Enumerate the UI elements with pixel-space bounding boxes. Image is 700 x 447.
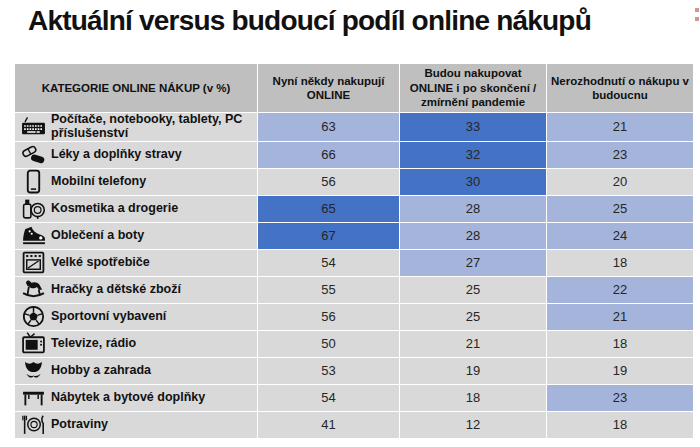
value-cell-undecided: 21: [547, 304, 693, 330]
value-cell-undecided: 24: [547, 223, 693, 249]
category-cell: Mobilní telefony: [15, 169, 257, 195]
value-cell-future: 28: [400, 223, 546, 249]
table-row: Velké spotřebiče 54 27 18: [15, 250, 693, 276]
table-row: Potraviny 41 12 18: [15, 412, 693, 438]
category-label: Nábytek a bytové doplňky: [51, 391, 205, 405]
value-cell-future: 25: [400, 304, 546, 330]
category-cell: Léky a doplňky stravy: [15, 142, 257, 168]
value-cell-current: 65: [258, 196, 399, 222]
value-cell-current: 66: [258, 142, 399, 168]
value-cell-undecided: 25: [547, 196, 693, 222]
category-cell: Počítače, notebooky, tablety, PC přísluš…: [15, 113, 257, 141]
table-row: Léky a doplňky stravy 66 32 23: [15, 142, 693, 168]
table-row: Televize, rádio 50 21 18: [15, 331, 693, 357]
category-cell: Sportovní vybavení: [15, 304, 257, 330]
cosmetics-icon: [21, 196, 46, 221]
category-label: Potraviny: [51, 418, 108, 432]
value-cell-future: 19: [400, 358, 546, 384]
category-cell: Kosmetika a drogerie: [15, 196, 257, 222]
value-cell-current: 41: [258, 412, 399, 438]
value-cell-current: 56: [258, 304, 399, 330]
value-cell-future: 21: [400, 331, 546, 357]
value-cell-future: 33: [400, 113, 546, 141]
category-cell: Nábytek a bytové doplňky: [15, 385, 257, 411]
value-cell-current: 56: [258, 169, 399, 195]
value-cell-current: 67: [258, 223, 399, 249]
value-cell-undecided: 23: [547, 142, 693, 168]
soccer-ball-icon: [21, 304, 46, 329]
table-row: Sportovní vybavení 56 25 21: [15, 304, 693, 330]
value-cell-future: 18: [400, 385, 546, 411]
category-label: Počítače, notebooky, tablety, PC přísluš…: [51, 113, 257, 141]
value-cell-undecided: 18: [547, 412, 693, 438]
category-label: Velké spotřebiče: [51, 256, 150, 270]
table-row: Nábytek a bytové doplňky 54 18 23: [15, 385, 693, 411]
header-category: KATEGORIE ONLINE NÁKUP (v %): [15, 64, 257, 112]
table-row: Hobby a zahrada 53 19 19: [15, 358, 693, 384]
category-cell: Potraviny: [15, 412, 257, 438]
header-undecided: Nerozhodnutí o nákupu v budoucnu: [547, 64, 693, 112]
value-cell-undecided: 20: [547, 169, 693, 195]
table-row: Počítače, notebooky, tablety, PC přísluš…: [15, 113, 693, 141]
value-cell-current: 50: [258, 331, 399, 357]
table-body: Počítače, notebooky, tablety, PC přísluš…: [15, 113, 693, 438]
sneaker-icon: [21, 223, 46, 248]
table-row: Oblečení a boty 67 28 24: [15, 223, 693, 249]
value-cell-current: 54: [258, 250, 399, 276]
table-row: Mobilní telefony 56 30 20: [15, 169, 693, 195]
red-edge-mark: [695, 17, 699, 21]
page-title: Aktuální versus budoucí podíl online nák…: [28, 5, 688, 37]
category-label: Sportovní vybavení: [51, 310, 166, 324]
red-edge-mark: [695, 8, 699, 12]
value-cell-current: 53: [258, 358, 399, 384]
cutlery-icon: [21, 412, 46, 437]
value-cell-current: 63: [258, 113, 399, 141]
table-row: Hračky a dětské zboží 55 25 22: [15, 277, 693, 303]
pills-icon: [21, 142, 46, 167]
value-cell-future: 27: [400, 250, 546, 276]
category-cell: Velké spotřebiče: [15, 250, 257, 276]
rocking-horse-icon: [21, 277, 46, 302]
value-cell-future: 32: [400, 142, 546, 168]
value-cell-current: 55: [258, 277, 399, 303]
header-current-online: Nyní někdy nakupují ONLINE: [258, 64, 399, 112]
keyboard-icon: [21, 114, 46, 139]
online-shopping-table: KATEGORIE ONLINE NÁKUP (v %) Nyní někdy …: [15, 64, 693, 438]
category-label: Léky a doplňky stravy: [51, 148, 182, 162]
value-cell-undecided: 23: [547, 385, 693, 411]
category-label: Mobilní telefony: [51, 175, 146, 189]
value-cell-undecided: 22: [547, 277, 693, 303]
header-future-online: Budou nakupovat ONLINE i po skončení / z…: [400, 64, 546, 112]
tv-icon: [21, 331, 46, 356]
oven-icon: [21, 250, 46, 275]
category-label: Kosmetika a drogerie: [51, 202, 178, 216]
value-cell-future: 25: [400, 277, 546, 303]
category-label: Oblečení a boty: [51, 229, 144, 243]
category-cell: Hobby a zahrada: [15, 358, 257, 384]
category-cell: Hračky a dětské zboží: [15, 277, 257, 303]
table-header-row: KATEGORIE ONLINE NÁKUP (v %) Nyní někdy …: [15, 64, 693, 112]
table-icon: [21, 385, 46, 410]
category-label: Hračky a dětské zboží: [51, 283, 181, 297]
value-cell-undecided: 21: [547, 113, 693, 141]
value-cell-future: 12: [400, 412, 546, 438]
category-label: Hobby a zahrada: [51, 364, 151, 378]
table-row: Kosmetika a drogerie 65 28 25: [15, 196, 693, 222]
value-cell-current: 54: [258, 385, 399, 411]
value-cell-future: 28: [400, 196, 546, 222]
category-label: Televize, rádio: [51, 337, 136, 351]
value-cell-future: 30: [400, 169, 546, 195]
value-cell-undecided: 18: [547, 250, 693, 276]
category-cell: Televize, rádio: [15, 331, 257, 357]
value-cell-undecided: 19: [547, 358, 693, 384]
value-cell-undecided: 18: [547, 331, 693, 357]
category-cell: Oblečení a boty: [15, 223, 257, 249]
smartphone-icon: [21, 169, 46, 194]
tulip-icon: [21, 358, 46, 383]
